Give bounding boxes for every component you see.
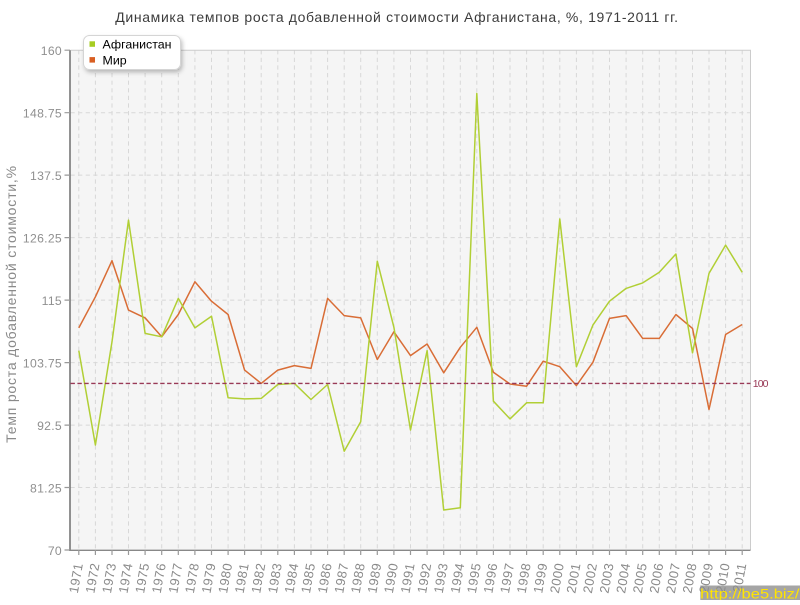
svg-text:2005: 2005: [630, 562, 650, 595]
svg-text:http://be5.biz/: http://be5.biz/: [700, 587, 800, 601]
svg-text:1986: 1986: [315, 562, 335, 595]
svg-text:Мир: Мир: [103, 53, 127, 67]
svg-text:2000: 2000: [547, 562, 567, 595]
svg-text:1994: 1994: [447, 562, 467, 595]
svg-text:1978: 1978: [182, 562, 202, 595]
svg-text:1974: 1974: [116, 562, 136, 595]
svg-text:1995: 1995: [464, 562, 484, 595]
svg-text:1993: 1993: [431, 562, 451, 595]
svg-text:1980: 1980: [215, 562, 235, 595]
svg-text:1998: 1998: [514, 562, 534, 595]
svg-text:1984: 1984: [281, 562, 301, 595]
svg-text:2008: 2008: [680, 562, 700, 595]
svg-text:Темп роста добавленной стоимос: Темп роста добавленной стоимости,%: [3, 165, 19, 443]
svg-text:100: 100: [753, 378, 769, 390]
svg-text:1973: 1973: [99, 562, 119, 595]
svg-text:1990: 1990: [381, 562, 401, 595]
svg-text:1987: 1987: [331, 562, 351, 595]
svg-text:1992: 1992: [414, 562, 434, 595]
svg-text:1997: 1997: [497, 562, 517, 595]
svg-text:1985: 1985: [298, 562, 318, 595]
svg-text:1988: 1988: [348, 562, 368, 595]
svg-text:2007: 2007: [663, 562, 683, 595]
svg-text:2006: 2006: [646, 562, 666, 595]
svg-text:1976: 1976: [149, 562, 169, 595]
svg-text:160: 160: [41, 44, 62, 58]
svg-text:81.25: 81.25: [30, 482, 62, 496]
svg-text:115: 115: [42, 294, 62, 308]
svg-text:148.75: 148.75: [23, 107, 62, 121]
svg-text:1982: 1982: [248, 562, 268, 595]
svg-text:2003: 2003: [597, 562, 617, 595]
svg-text:2002: 2002: [580, 562, 600, 595]
svg-text:1999: 1999: [530, 562, 550, 595]
svg-text:92.5: 92.5: [37, 419, 62, 433]
svg-text:70: 70: [48, 544, 62, 558]
svg-text:2004: 2004: [613, 562, 633, 595]
svg-text:1989: 1989: [364, 562, 384, 595]
svg-text:1983: 1983: [265, 562, 285, 595]
svg-text:1977: 1977: [165, 562, 185, 595]
svg-text:1981: 1981: [232, 562, 252, 595]
svg-text:1975: 1975: [132, 562, 152, 595]
svg-text:126.25: 126.25: [23, 232, 62, 246]
svg-text:Динамика темпов роста добавлен: Динамика темпов роста добавленной стоимо…: [115, 9, 678, 25]
svg-text:1979: 1979: [199, 562, 219, 595]
svg-text:103.75: 103.75: [23, 357, 62, 371]
svg-text:137.5: 137.5: [30, 169, 62, 183]
svg-text:1972: 1972: [82, 562, 102, 595]
svg-text:1991: 1991: [398, 562, 418, 595]
svg-text:2001: 2001: [563, 562, 583, 595]
svg-text:Афганистан: Афганистан: [103, 38, 172, 52]
svg-text:1971: 1971: [66, 562, 86, 595]
svg-text:1996: 1996: [480, 562, 500, 595]
